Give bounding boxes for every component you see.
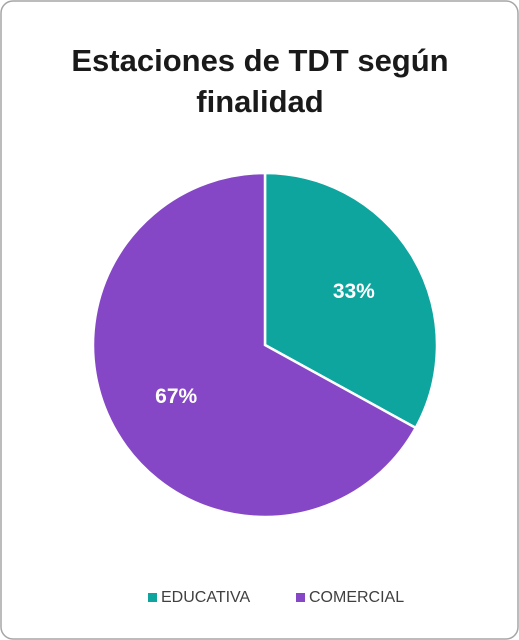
legend-swatch (148, 593, 157, 602)
chart-title: Estaciones de TDT según finalidad (71, 43, 449, 119)
legend-label: COMERCIAL (309, 589, 404, 606)
legend-label: EDUCATIVA (161, 589, 251, 606)
pie-slice (263, 171, 439, 430)
data-label: 67% (155, 385, 197, 408)
data-label: 33% (333, 280, 375, 303)
legend-swatch (296, 593, 305, 602)
pie-slice (91, 171, 418, 519)
